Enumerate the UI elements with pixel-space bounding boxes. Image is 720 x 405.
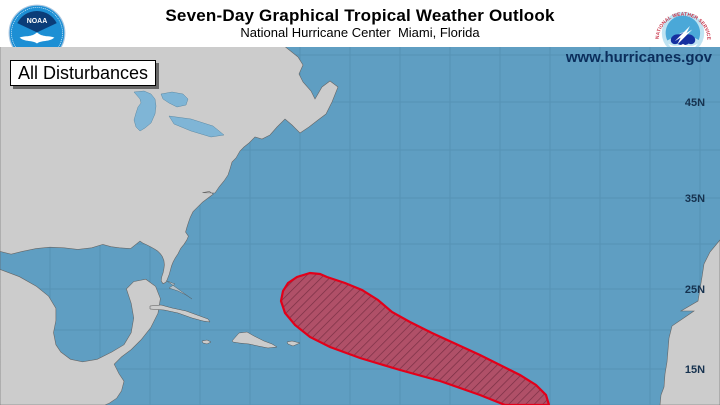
svg-text:25N: 25N [685,284,705,296]
svg-text:15N: 15N [685,364,705,376]
svg-text:35N: 35N [685,193,705,205]
svg-text:45N: 45N [685,97,705,109]
svg-text:NOAA: NOAA [27,18,47,25]
